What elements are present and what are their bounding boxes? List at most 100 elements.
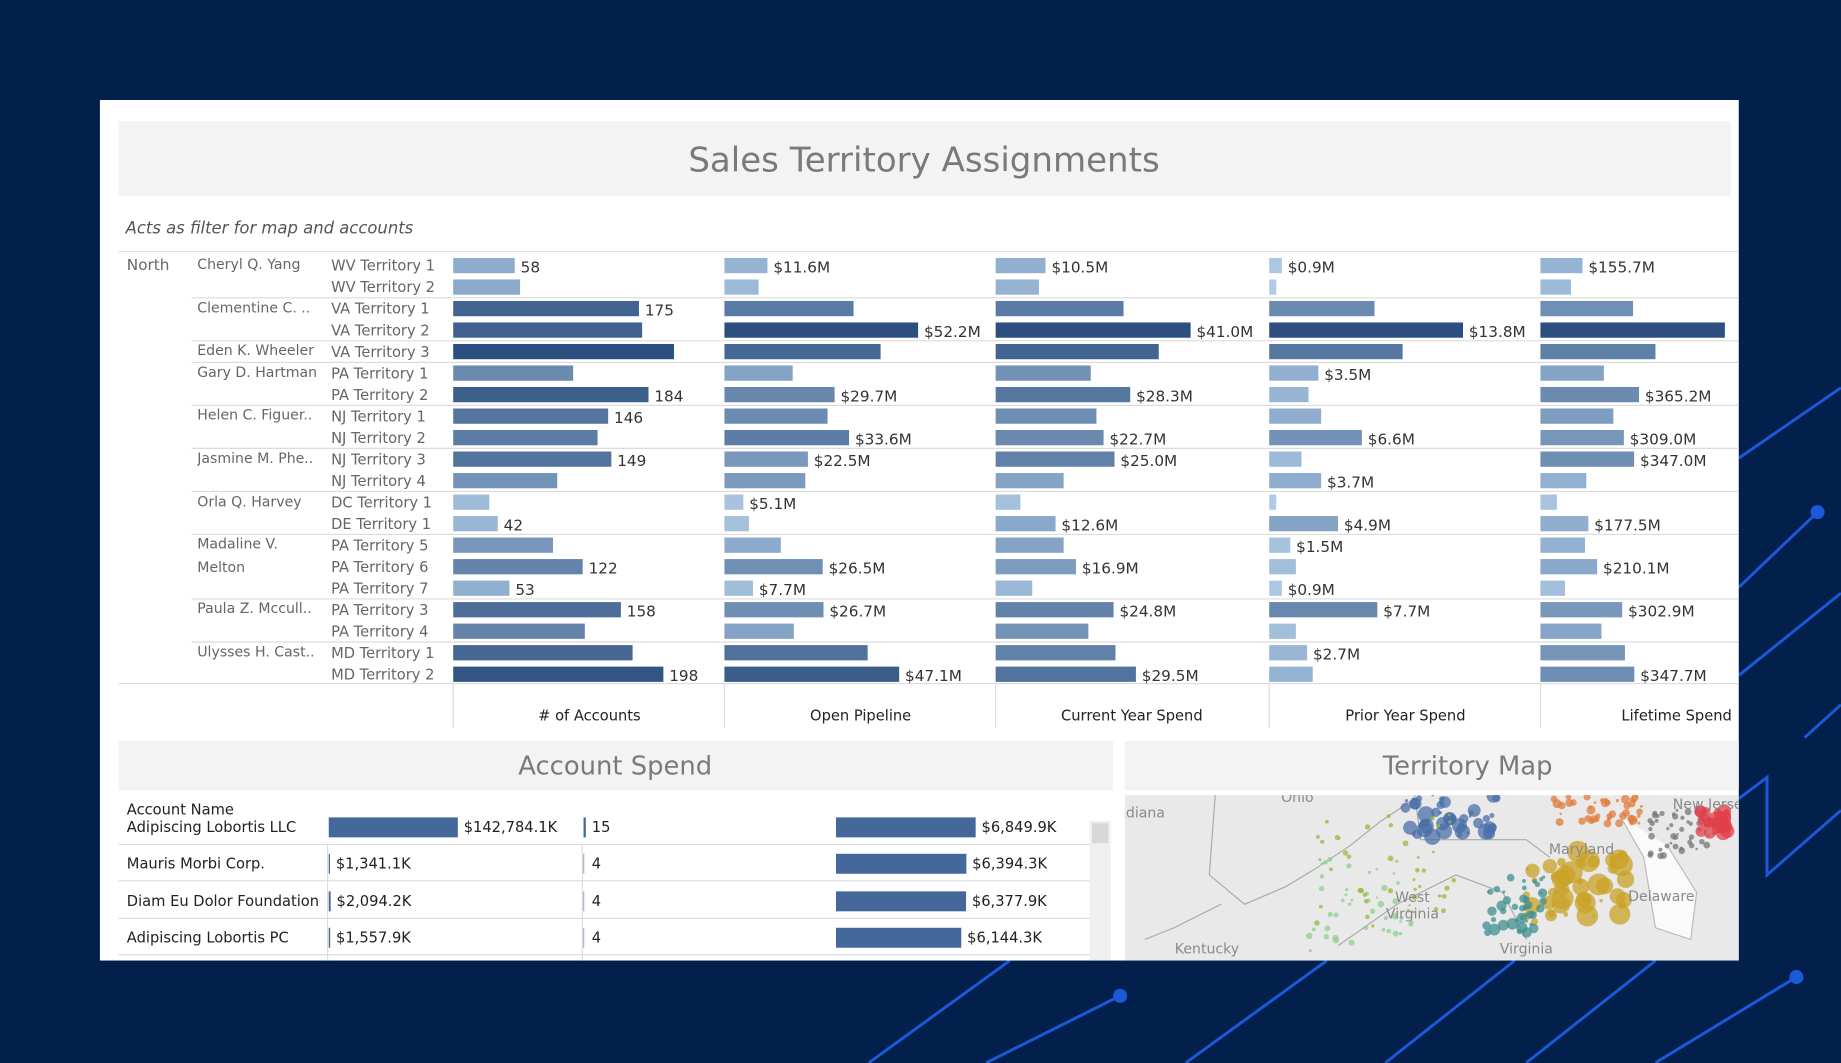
value-label: $13.8M bbox=[1469, 323, 1526, 341]
bar bbox=[1540, 343, 1656, 360]
map-label: Delaware bbox=[1628, 887, 1695, 905]
map-dot bbox=[1411, 894, 1418, 900]
bar bbox=[453, 559, 583, 575]
bar bbox=[724, 408, 828, 424]
bar bbox=[995, 580, 1033, 596]
map-dot bbox=[1399, 920, 1403, 924]
map-dot bbox=[1528, 923, 1539, 934]
map-dot bbox=[1332, 936, 1340, 944]
map-dot bbox=[1473, 817, 1484, 829]
map-label-box: Indiana bbox=[1112, 804, 1165, 821]
value-label: 53 bbox=[515, 581, 534, 599]
map-dot bbox=[1657, 852, 1664, 860]
map-dot bbox=[1603, 819, 1612, 828]
map-dot bbox=[1699, 839, 1705, 845]
map-dot bbox=[1467, 803, 1481, 817]
bar bbox=[1540, 602, 1623, 618]
bar bbox=[724, 386, 835, 403]
value-label: $302.9M bbox=[1628, 603, 1695, 621]
map-label-box: Virginia bbox=[1500, 941, 1553, 957]
rep-name-box: Orla Q. Harvey bbox=[197, 492, 302, 510]
value-label: $347.7M bbox=[1640, 667, 1707, 685]
bar bbox=[453, 343, 674, 360]
bar bbox=[453, 322, 643, 338]
map-dot bbox=[1392, 872, 1396, 875]
map-dot bbox=[1502, 890, 1506, 894]
account-bar bbox=[328, 927, 331, 948]
rep-name: Orla Q. Harvey bbox=[197, 492, 302, 510]
value-label: $25.0M bbox=[1120, 452, 1177, 470]
map-dot bbox=[1323, 933, 1330, 940]
territory-name: VA Territory 1 bbox=[331, 301, 430, 318]
map-dot bbox=[1623, 802, 1631, 810]
map-dot bbox=[1448, 820, 1452, 824]
map-dot bbox=[1595, 813, 1601, 819]
map-label: Indiana bbox=[1112, 804, 1165, 821]
bar bbox=[453, 494, 490, 510]
territory-name: PA Territory 4 bbox=[331, 623, 428, 640]
map-label: West Virginia bbox=[1385, 889, 1440, 922]
map-dot bbox=[1430, 816, 1435, 821]
territory-name: VA Territory 2 bbox=[331, 322, 430, 339]
map-dot bbox=[1518, 905, 1526, 912]
map-dot bbox=[1314, 920, 1320, 926]
bar bbox=[724, 430, 850, 446]
map-dot bbox=[1371, 924, 1375, 928]
rep-name: Cheryl Q. Yang bbox=[197, 256, 301, 273]
map-label: Ohio bbox=[1281, 789, 1314, 806]
map-dot bbox=[1432, 850, 1435, 854]
map-dot bbox=[1578, 817, 1586, 825]
map-dot bbox=[1488, 923, 1501, 936]
map-dot bbox=[1320, 862, 1324, 865]
bar bbox=[453, 623, 585, 639]
map-dot bbox=[1306, 932, 1313, 940]
territory-name: PA Territory 5 bbox=[331, 537, 428, 554]
scroll-thumb[interactable] bbox=[1091, 823, 1109, 844]
map-dot bbox=[1327, 856, 1333, 863]
column-header: Open Pipeline bbox=[810, 707, 911, 724]
map-dot bbox=[1451, 878, 1457, 883]
bar bbox=[1269, 580, 1282, 596]
map-dot bbox=[1522, 896, 1530, 904]
map-dot bbox=[1689, 837, 1692, 841]
map-dot bbox=[1346, 863, 1352, 869]
bar bbox=[724, 300, 854, 317]
value-label: $3.7M bbox=[1327, 474, 1374, 492]
region: North bbox=[127, 256, 170, 274]
map-dot bbox=[1342, 850, 1349, 856]
map-dot bbox=[1364, 824, 1371, 830]
map-dot bbox=[1344, 893, 1348, 897]
bar bbox=[1269, 516, 1339, 532]
bar bbox=[1540, 300, 1634, 317]
value-label: 58 bbox=[521, 258, 540, 276]
bar bbox=[453, 516, 498, 532]
map-dot bbox=[1436, 823, 1441, 828]
account-bar bbox=[835, 817, 976, 838]
map-dot bbox=[1647, 818, 1653, 824]
rep-name: Eden K. Wheeler bbox=[197, 342, 314, 359]
rep-name: Helen C. Figuer.. bbox=[197, 406, 313, 424]
map-dot bbox=[1522, 878, 1527, 883]
map-dot bbox=[1412, 910, 1416, 914]
map-label-box: Ohio bbox=[1281, 789, 1314, 806]
map-dot bbox=[1604, 799, 1611, 806]
bar bbox=[1269, 451, 1302, 467]
value-label: $29.5M bbox=[1142, 667, 1199, 685]
bar bbox=[453, 365, 574, 381]
map-dot bbox=[1496, 900, 1507, 911]
map-dot bbox=[1703, 827, 1716, 839]
map-dot bbox=[1367, 870, 1372, 875]
value-label: $12.6M bbox=[1061, 517, 1118, 535]
map-dot bbox=[1570, 799, 1577, 806]
column-header: Lifetime Spend bbox=[1621, 707, 1731, 724]
bar bbox=[453, 602, 621, 618]
account-name: Diam Eu Dolor Foundation bbox=[127, 893, 319, 910]
map-dot bbox=[1447, 813, 1451, 817]
bar bbox=[1540, 516, 1589, 532]
map-dot bbox=[1706, 812, 1723, 829]
value-label: $309.0M bbox=[1630, 430, 1697, 448]
scrollbar[interactable] bbox=[1089, 820, 1111, 961]
map-dot bbox=[1516, 922, 1528, 934]
map-dot bbox=[1439, 894, 1442, 898]
